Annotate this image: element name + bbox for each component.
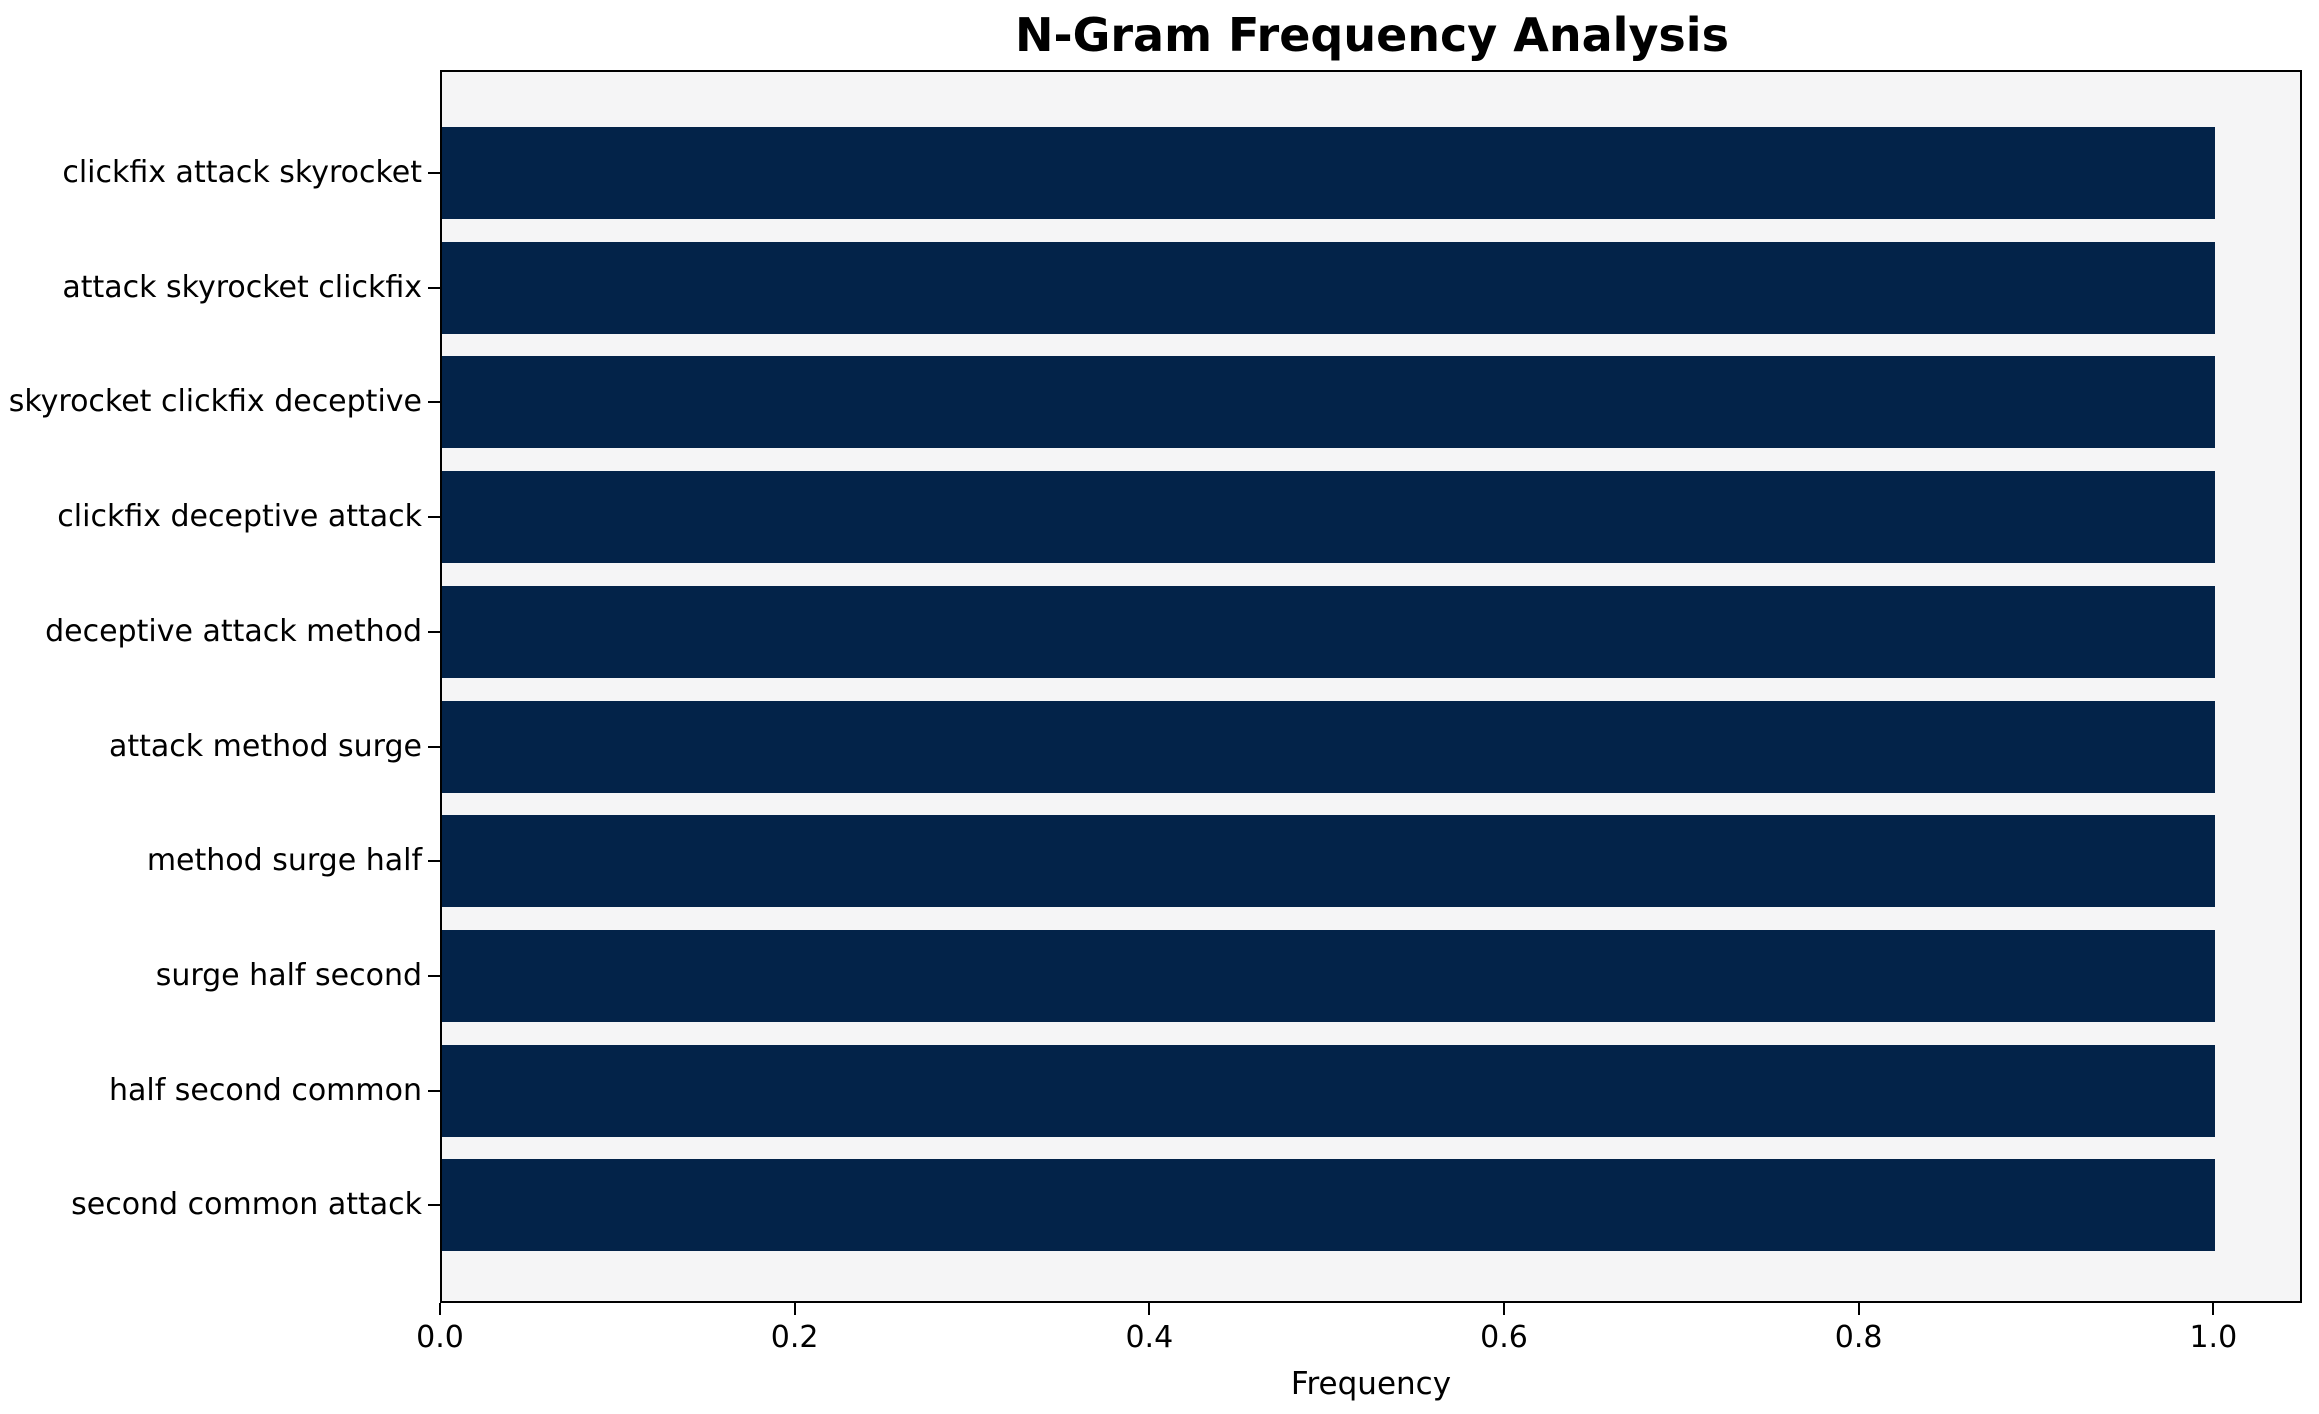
y-tick-label: surge half second xyxy=(155,957,422,993)
bar xyxy=(442,929,2216,1022)
y-tick-mark xyxy=(428,401,440,404)
y-tick-label: attack skyrocket clickfix xyxy=(62,269,422,305)
x-tick-label: 0.8 xyxy=(1834,1320,1883,1355)
y-tick-label: attack method surge xyxy=(108,728,422,764)
y-tick-label: deceptive attack method xyxy=(45,613,422,649)
x-tick-label: 0.4 xyxy=(1125,1320,1174,1355)
bar xyxy=(442,241,2216,334)
y-tick-mark xyxy=(428,630,440,633)
bar xyxy=(442,1159,2216,1252)
bar xyxy=(442,356,2216,449)
y-tick-label: clickfix attack skyrocket xyxy=(62,155,422,190)
x-tick-mark xyxy=(1148,1303,1151,1315)
x-tick-label: 0.0 xyxy=(416,1320,464,1355)
y-tick-mark xyxy=(428,745,440,748)
x-axis-label: Frequency xyxy=(1290,1366,1452,1402)
bar xyxy=(442,585,2216,678)
chart-title: N-Gram Frequency Analysis xyxy=(1015,8,1729,62)
bar xyxy=(442,815,2216,908)
bar xyxy=(442,700,2216,793)
x-tick-mark xyxy=(1503,1303,1505,1315)
x-tick-label: 0.2 xyxy=(770,1320,819,1355)
y-tick-mark xyxy=(428,974,440,977)
bar xyxy=(442,1044,2216,1137)
y-tick-label: clickfix deceptive attack xyxy=(57,499,422,535)
y-tick-mark xyxy=(428,286,440,289)
y-tick-mark xyxy=(428,1089,440,1092)
y-tick-label: method surge half xyxy=(146,843,422,879)
x-tick-label: 1.0 xyxy=(2189,1320,2238,1355)
x-tick-mark xyxy=(439,1303,441,1315)
y-tick-label: skyrocket clickfix deceptive xyxy=(8,384,422,420)
y-tick-label: half second common xyxy=(108,1072,422,1108)
y-tick-mark xyxy=(428,1204,440,1207)
x-tick-label: 0.6 xyxy=(1480,1320,1528,1355)
x-tick-mark xyxy=(2212,1303,2215,1315)
x-tick-mark xyxy=(1857,1303,1860,1315)
y-tick-label: second common attack xyxy=(71,1187,422,1223)
x-tick-mark xyxy=(793,1303,796,1315)
bar xyxy=(442,471,2216,564)
y-tick-mark xyxy=(428,172,440,174)
bar xyxy=(442,127,2216,219)
y-tick-mark xyxy=(428,516,440,519)
y-tick-mark xyxy=(428,860,440,863)
